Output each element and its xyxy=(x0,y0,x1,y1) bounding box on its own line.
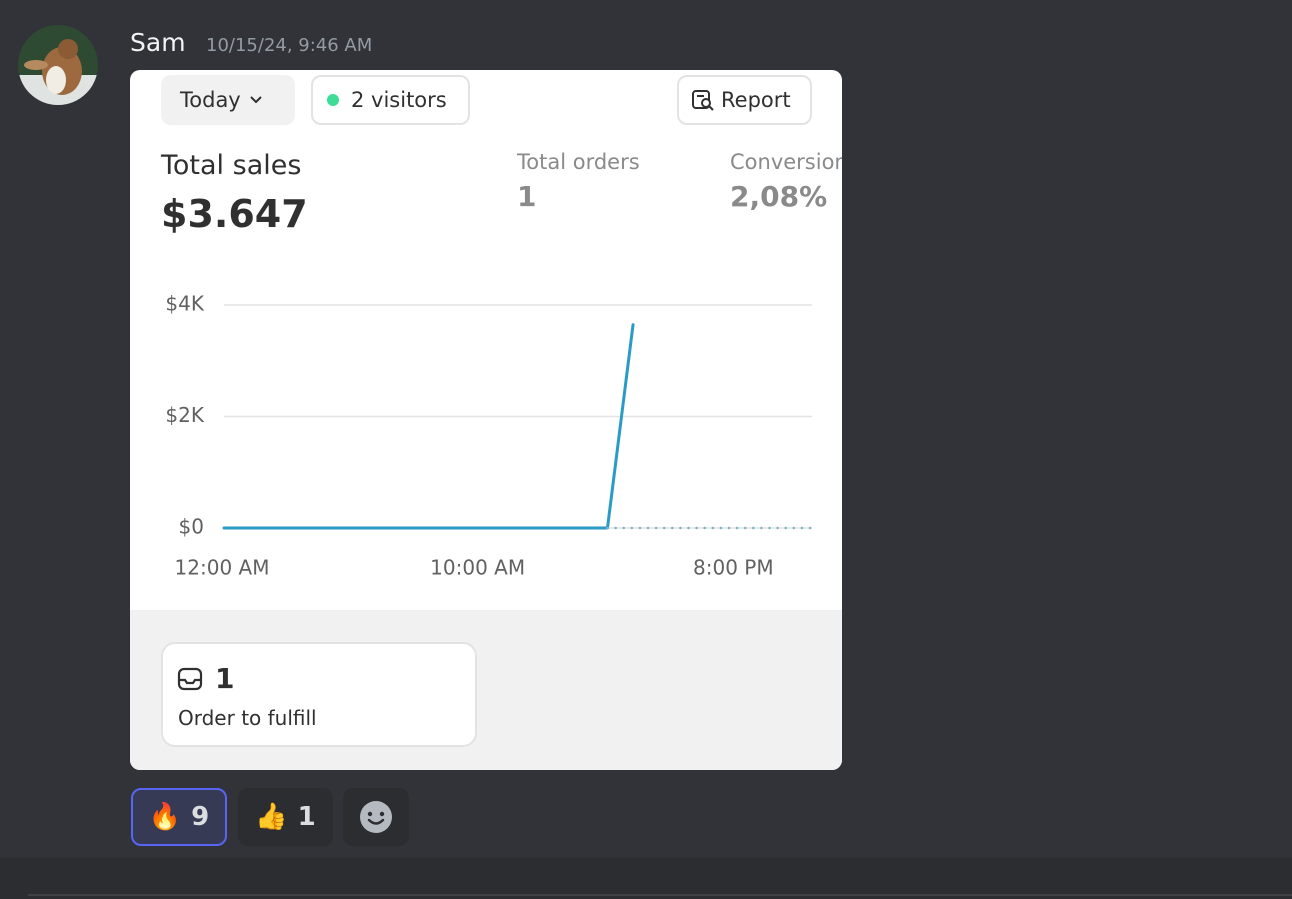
reaction-emoji: 🔥 xyxy=(148,802,182,832)
inbox-icon xyxy=(177,667,203,691)
divider xyxy=(28,894,1292,896)
metric-value: 1 xyxy=(517,180,537,213)
metric-label: Total sales xyxy=(161,150,302,181)
author[interactable]: Sam xyxy=(130,28,186,57)
smile-icon xyxy=(360,801,392,833)
fulfill-count: 1 xyxy=(215,662,235,695)
x-tick-label: 12:00 AM xyxy=(175,556,270,580)
metric-label: Conversion xyxy=(730,150,842,174)
visitors-button: 2 visitors xyxy=(311,75,470,125)
visitors: 2 visitors xyxy=(351,88,447,112)
report: Report xyxy=(721,88,791,112)
metric-label: Total orders xyxy=(517,150,640,174)
report-button: Report xyxy=(677,75,812,125)
reaction[interactable]: 🔥 9 xyxy=(131,788,227,846)
fulfill-label: Order to fulfill xyxy=(178,706,317,730)
x-tick-label: 8:00 PM xyxy=(693,556,774,580)
reaction-count: 9 xyxy=(191,802,210,832)
report-icon xyxy=(692,90,714,111)
y-tick-label: $2K xyxy=(165,403,204,427)
avatar[interactable] xyxy=(18,25,98,105)
metric-value: $3.647 xyxy=(161,192,308,236)
chevron xyxy=(250,96,262,104)
reaction-emoji: 👍 xyxy=(255,802,288,832)
y-tick-label: $4K xyxy=(165,292,204,316)
live-dot xyxy=(327,94,339,106)
reaction[interactable]: 👍 1 xyxy=(238,788,333,846)
period: Today xyxy=(180,88,241,112)
reaction-count: 1 xyxy=(297,802,316,832)
metric-value: 2,08% xyxy=(730,180,828,213)
fulfill-card: 1 Order to fulfill xyxy=(161,642,477,747)
composer-area xyxy=(0,858,1292,899)
series-line xyxy=(222,323,635,530)
x-tick-label: 10:00 AM xyxy=(430,556,525,580)
y-tick-label: $0 xyxy=(179,515,204,539)
timestamp: 10/15/24, 9:46 AM xyxy=(206,35,373,56)
add-reaction[interactable] xyxy=(343,788,409,846)
period-button: Today xyxy=(161,75,295,125)
